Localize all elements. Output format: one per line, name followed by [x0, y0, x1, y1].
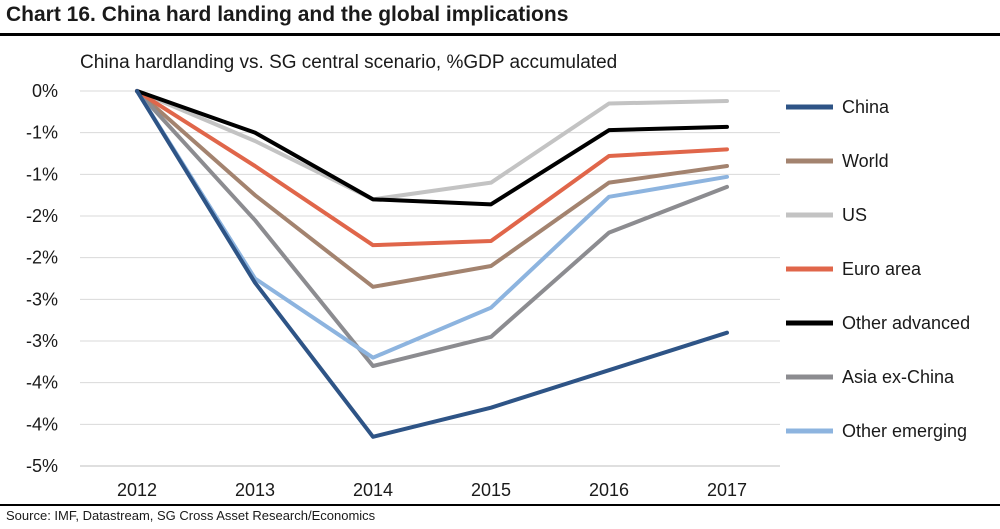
chart-subtitle: China hardlanding vs. SG central scenari… [80, 52, 617, 73]
y-axis: 0% -1% -1% -2% -2% -3% -3% -4% -4% -5% [26, 81, 58, 476]
title-rule [0, 33, 1000, 36]
series-line-asia-ex-china [135, 89, 729, 368]
legend-label-us: US [842, 205, 867, 225]
y-tick-label: -3% [26, 331, 58, 351]
series-line-world [135, 89, 729, 289]
legend-label-other-advanced: Other advanced [842, 313, 970, 333]
legend: China World US Euro area Other advanced Asia … [786, 97, 970, 441]
source-note: Source: IMF, Datastream, SG Cross Asset … [6, 508, 376, 523]
x-axis: 2012 2013 2014 2015 2016 2017 [117, 480, 747, 500]
y-tick-label: 0% [32, 81, 58, 101]
y-tick-label: -4% [26, 373, 58, 393]
x-tick-label: 2012 [117, 480, 157, 500]
x-tick-label: 2016 [589, 480, 629, 500]
x-tick-label: 2015 [471, 480, 511, 500]
legend-label-asia-ex-china: Asia ex-China [842, 367, 955, 387]
series-line-china [135, 89, 729, 439]
series-layer [135, 89, 729, 439]
y-tick-label: -2% [26, 206, 58, 226]
y-tick-label: -1% [26, 164, 58, 184]
series-line-us [135, 89, 729, 202]
grid-layer [80, 90, 780, 467]
y-tick-label: -2% [26, 248, 58, 268]
line-chart: China hardlanding vs. SG central scenari… [26, 52, 970, 500]
y-tick-label: -3% [26, 289, 58, 309]
legend-label-china: China [842, 97, 890, 117]
y-tick-label: -4% [26, 414, 58, 434]
x-tick-label: 2014 [353, 480, 393, 500]
series-line-other-advanced [135, 89, 729, 207]
legend-label-euro-area: Euro area [842, 259, 922, 279]
y-tick-label: -1% [26, 123, 58, 143]
chart-title: Chart 16. China hard landing and the glo… [6, 3, 569, 26]
legend-label-other-emerging: Other emerging [842, 421, 967, 441]
series-line-euro-area [135, 89, 729, 248]
footer-rule [0, 504, 1000, 506]
x-tick-label: 2017 [707, 480, 747, 500]
y-tick-label: -5% [26, 456, 58, 476]
legend-label-world: World [842, 151, 889, 171]
x-tick-label: 2013 [235, 480, 275, 500]
